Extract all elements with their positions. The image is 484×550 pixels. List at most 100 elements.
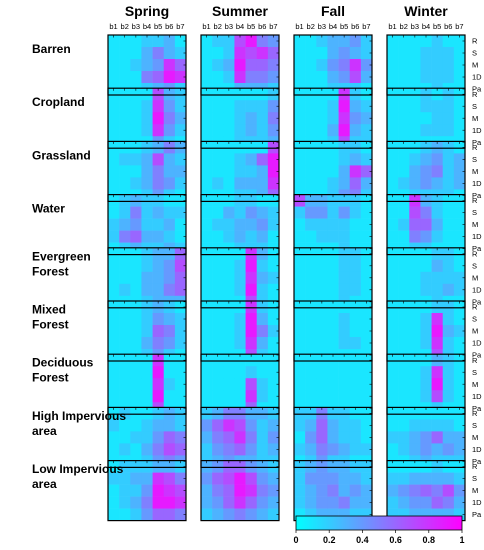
- heatmap-cell: [409, 390, 421, 403]
- heatmap-cell: [349, 378, 362, 391]
- heatmap-cell: [453, 366, 466, 379]
- heatmap-cell: [349, 100, 362, 113]
- heatmap-cell: [267, 230, 280, 243]
- heatmap-cell: [119, 366, 131, 379]
- heatmap-cell: [130, 47, 142, 60]
- heatmap-cell: [442, 35, 455, 48]
- heatmap-cell: [453, 313, 466, 326]
- heatmap-cell: [212, 259, 224, 273]
- heatmap-cell: [152, 325, 165, 338]
- heatmap-cell: [387, 100, 399, 113]
- heatmap-cell: [212, 460, 224, 473]
- heatmap-cell: [387, 218, 399, 231]
- y-tick-label: S: [472, 368, 477, 377]
- heatmap-cell: [152, 407, 165, 420]
- heatmap-cell: [119, 301, 131, 314]
- heatmap-cell: [256, 325, 269, 338]
- heatmap-cell: [398, 165, 410, 178]
- heatmap-cell: [174, 354, 187, 367]
- heatmap-cell: [316, 88, 328, 101]
- heatmap-cell: [234, 230, 246, 243]
- heatmap-cell: [234, 484, 246, 497]
- heatmap-cell: [420, 460, 432, 473]
- x-tick-label: b4: [422, 22, 430, 31]
- heatmap-cell: [152, 218, 165, 231]
- heatmap-cell: [360, 153, 373, 166]
- heatmap-cell: [267, 112, 280, 125]
- heatmap-cell: [267, 100, 280, 113]
- y-tick-label: Pa: [472, 85, 482, 94]
- heatmap-cell: [234, 35, 246, 48]
- heatmap-cell: [245, 378, 258, 391]
- heatmap-cell: [267, 460, 280, 473]
- heatmap-cell: [420, 71, 432, 84]
- heatmap-cell: [420, 218, 432, 231]
- heatmap-cell: [212, 71, 224, 84]
- heatmap-cell: [108, 354, 120, 367]
- heatmap-cell: [223, 71, 235, 84]
- heatmap-cell: [234, 47, 246, 60]
- heatmap-cell: [420, 141, 432, 154]
- heatmap-cell: [212, 354, 224, 367]
- heatmap-cell: [163, 35, 176, 48]
- heatmap-cell: [431, 337, 444, 350]
- heatmap-cell: [108, 443, 120, 456]
- heatmap-cell: [431, 325, 444, 338]
- y-tick-label: S: [472, 261, 477, 270]
- heatmap-cell: [141, 47, 153, 60]
- heatmap-cell: [245, 443, 258, 456]
- heatmap-cell: [163, 431, 176, 444]
- heatmap-cell: [398, 194, 410, 207]
- heatmap-cell: [141, 177, 153, 190]
- heatmap-cell: [431, 141, 444, 154]
- heatmap-cell: [387, 141, 399, 154]
- heatmap-cell: [316, 460, 328, 473]
- heatmap-cell: [431, 301, 444, 314]
- heatmap-cell: [130, 35, 142, 48]
- heatmap-cell: [245, 165, 258, 178]
- heatmap-cell: [316, 194, 328, 207]
- heatmap-cell: [409, 124, 421, 137]
- heatmap-cell: [223, 230, 235, 243]
- heatmap-cell: [267, 472, 280, 485]
- heatmap-cell: [163, 247, 176, 261]
- heatmap-cell: [431, 47, 444, 60]
- heatmap-cell: [108, 177, 120, 190]
- heatmap-cell: [152, 431, 165, 444]
- heatmap-cell: [152, 271, 165, 285]
- heatmap-cell: [141, 59, 153, 72]
- heatmap-cell: [442, 472, 455, 485]
- y-tick-label: R: [472, 409, 478, 418]
- heatmap-cell: [130, 431, 142, 444]
- heatmap-cell: [267, 484, 280, 497]
- heatmap-cell: [453, 484, 466, 497]
- heatmap-cell: [338, 472, 351, 485]
- heatmap-cell: [119, 496, 131, 509]
- heatmap-cell: [442, 165, 455, 178]
- heatmap-cell: [163, 194, 176, 207]
- heatmap-cell: [305, 124, 317, 137]
- heatmap-cell: [398, 460, 410, 473]
- heatmap-cell: [294, 47, 306, 60]
- heatmap-cell: [420, 484, 432, 497]
- heatmap-cell: [245, 407, 258, 420]
- heatmap-cell: [108, 165, 120, 178]
- heatmap-cell: [294, 230, 306, 243]
- heatmap-cell: [453, 259, 466, 273]
- heatmap-cell: [245, 366, 258, 379]
- heatmap-cell: [327, 71, 339, 84]
- heatmap-cell: [327, 443, 339, 456]
- heatmap-cell: [245, 390, 258, 403]
- heatmap-cell: [223, 59, 235, 72]
- heatmap-cell: [316, 124, 328, 137]
- heatmap-cell: [212, 283, 224, 297]
- row-label: Low Impervious: [32, 462, 124, 476]
- heatmap-cell: [256, 259, 269, 273]
- heatmap-cell: [387, 230, 399, 243]
- x-tick-label: b1: [295, 22, 303, 31]
- y-tick-label: 1D: [472, 73, 482, 82]
- heatmap-cell: [163, 230, 176, 243]
- heatmap-cell: [163, 71, 176, 84]
- heatmap-cell: [108, 230, 120, 243]
- heatmap-cell: [316, 206, 328, 219]
